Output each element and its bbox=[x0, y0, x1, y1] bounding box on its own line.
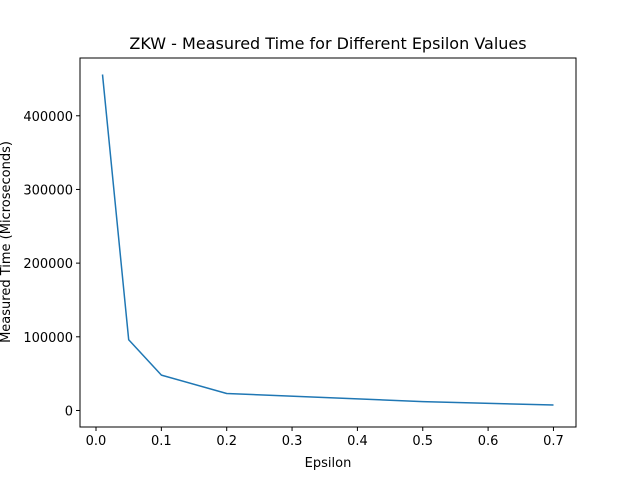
x-tick-label: 0.3 bbox=[282, 434, 303, 449]
series-line-0 bbox=[101, 74, 554, 406]
x-tick-label: 0.1 bbox=[151, 434, 172, 449]
x-axis-label: Epsilon bbox=[305, 456, 352, 471]
plot-frame bbox=[79, 57, 577, 428]
y-tick-label: 100000 bbox=[23, 331, 73, 346]
y-axis-label: Measured Time (Microseconds) bbox=[0, 141, 14, 343]
chart-title: ZKW - Measured Time for Different Epsilo… bbox=[129, 34, 526, 53]
x-tick-label: 0.7 bbox=[543, 434, 564, 449]
x-tick-label: 0.0 bbox=[86, 434, 107, 449]
y-tick-label: 400000 bbox=[23, 110, 73, 125]
x-tick-label: 0.2 bbox=[216, 434, 237, 449]
x-tick-label: 0.6 bbox=[478, 434, 499, 449]
axis-ticks: 0.0 0.1 0.2 0.3 0.4 0.5 0.6 0.7 0 100000 200000 300… bbox=[23, 110, 563, 449]
y-tick-label: 300000 bbox=[23, 183, 73, 198]
x-tick-label: 0.4 bbox=[347, 434, 368, 449]
x-tick-label: 0.5 bbox=[412, 434, 433, 449]
y-tick-label: 0 bbox=[65, 404, 73, 419]
y-tick-label: 200000 bbox=[23, 257, 73, 272]
plot-area: 0.0 0.1 0.2 0.3 0.4 0.5 0.6 0.7 0 100000 200000 300… bbox=[23, 57, 577, 449]
